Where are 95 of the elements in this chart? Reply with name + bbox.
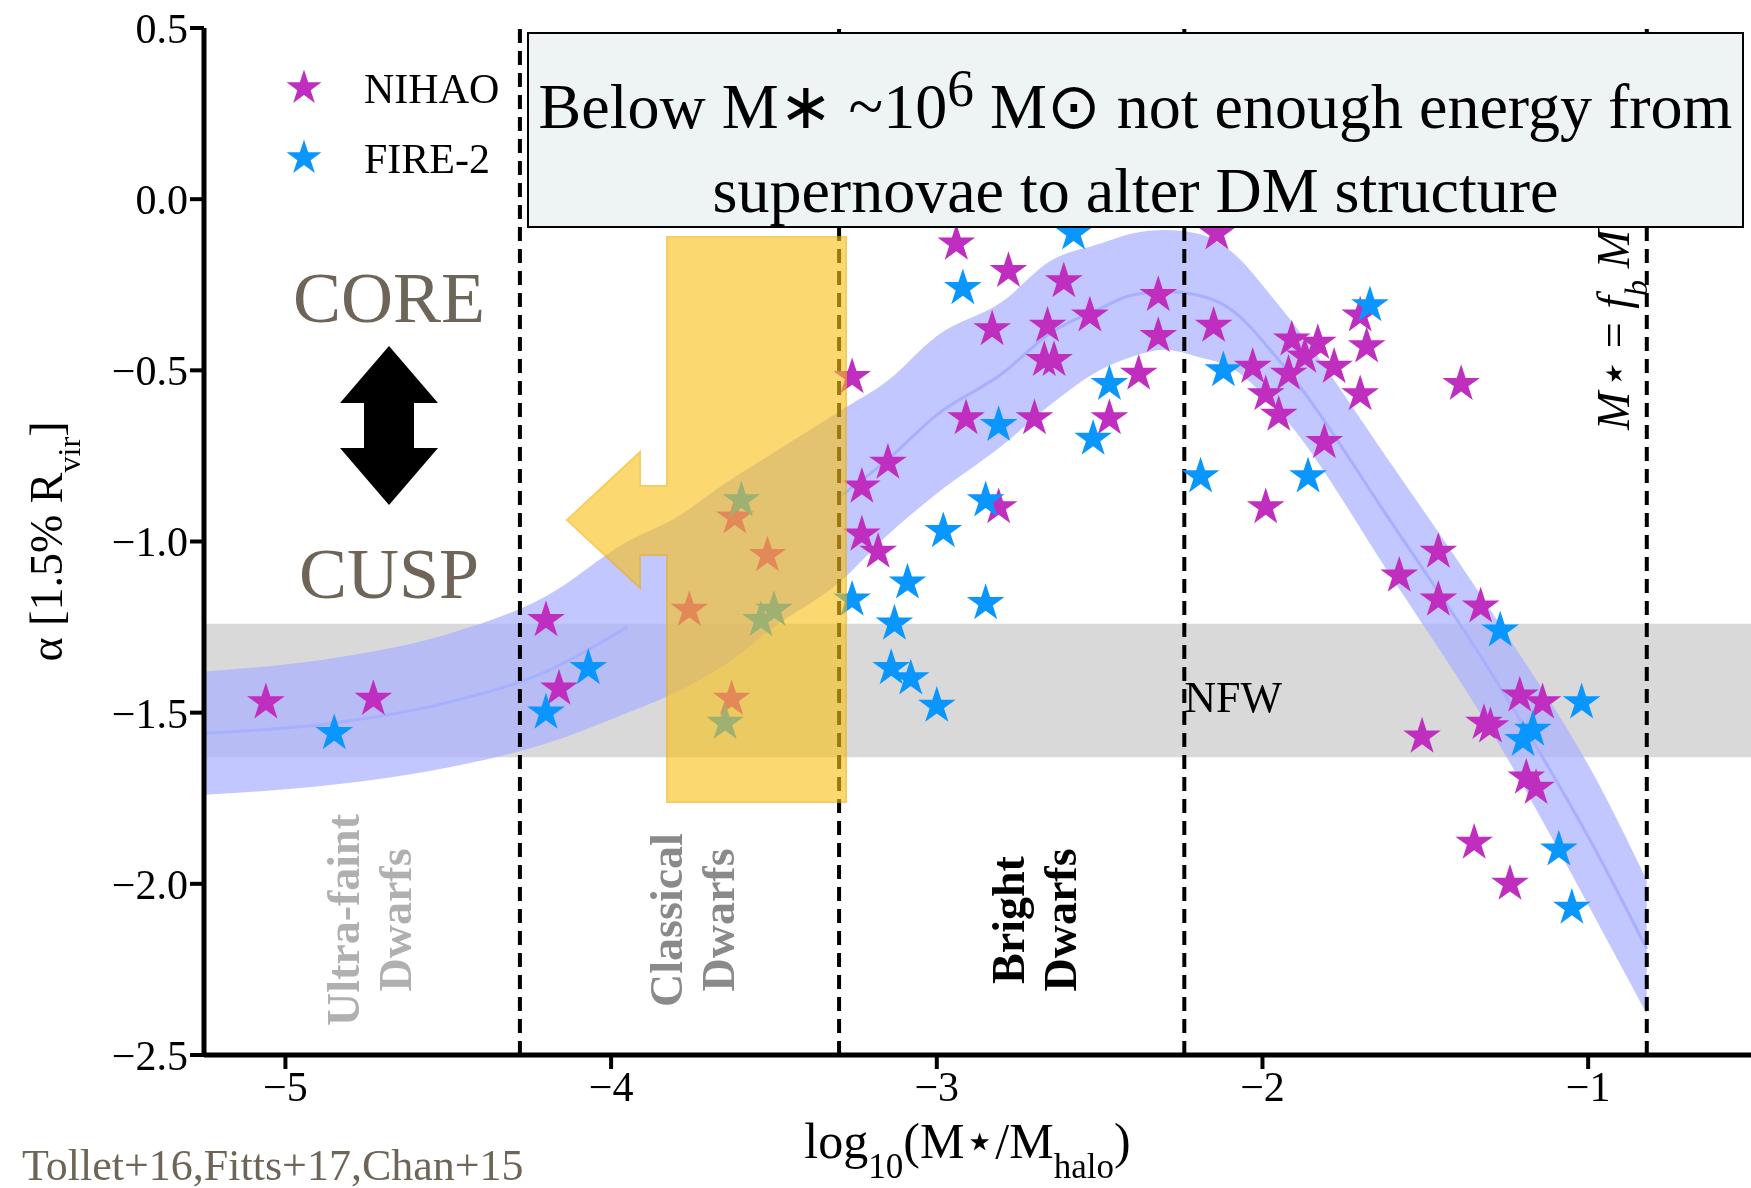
point <box>859 531 897 568</box>
x-tick-label: −1 <box>1565 1063 1611 1110</box>
point <box>247 682 285 719</box>
point <box>1562 682 1601 719</box>
point <box>1481 610 1520 647</box>
point <box>1028 306 1067 342</box>
point <box>540 668 578 705</box>
annotation: Bright Dwarfs <box>983 848 1086 992</box>
point <box>1517 768 1555 804</box>
point <box>1491 864 1529 900</box>
y-tick-label: −0.5 <box>111 348 188 395</box>
point <box>1259 395 1298 431</box>
point <box>979 405 1018 442</box>
y-tick-label: −1.5 <box>111 690 188 737</box>
point <box>755 590 793 626</box>
point <box>1090 398 1129 435</box>
point <box>670 590 709 626</box>
point <box>1181 456 1220 493</box>
point <box>1553 888 1591 924</box>
point <box>1513 709 1552 746</box>
point <box>888 562 927 599</box>
point <box>569 648 608 685</box>
point <box>1044 261 1083 298</box>
point <box>315 713 354 750</box>
y-tick-label: −2.5 <box>111 1032 188 1079</box>
x-axis-title: log$_{10}$(M⋆/M$_{halo}$) <box>804 1113 1131 1186</box>
point <box>973 309 1011 346</box>
point <box>1315 347 1353 383</box>
band-label: NFW <box>1184 673 1283 723</box>
point <box>1419 579 1458 616</box>
point <box>1289 456 1327 493</box>
point <box>924 511 963 548</box>
x-tick-label: −2 <box>1240 1063 1285 1110</box>
point <box>712 679 751 715</box>
point <box>843 514 881 551</box>
point <box>1233 347 1272 383</box>
point <box>966 583 1005 620</box>
point <box>706 703 744 739</box>
point <box>872 648 911 685</box>
point <box>843 466 881 503</box>
y-tick-label: −2.0 <box>111 861 188 908</box>
point <box>917 686 956 722</box>
x-tick-label: −5 <box>263 1063 308 1110</box>
point <box>1442 364 1480 401</box>
point <box>833 579 871 616</box>
point <box>1380 555 1419 592</box>
point <box>1341 374 1380 411</box>
point <box>527 692 565 729</box>
point <box>989 251 1028 288</box>
point <box>1299 323 1337 359</box>
y-tick-label: −1.0 <box>111 519 188 566</box>
point <box>1119 353 1158 390</box>
annotation: Below M∗ ~10$^{6}$ M⊙ not enough energy from supernovae to alter DM structure <box>527 32 1744 228</box>
point <box>1419 531 1458 568</box>
annotation: CUSP <box>298 534 480 614</box>
point <box>1074 419 1112 455</box>
point <box>354 679 393 715</box>
point <box>1139 316 1178 353</box>
point <box>947 398 985 435</box>
y-tick-label: 0.0 <box>135 177 188 224</box>
point <box>944 268 982 305</box>
point <box>1269 353 1308 390</box>
point <box>833 357 871 394</box>
point <box>966 480 1005 517</box>
annotation: Ultra-faint Dwarfs <box>318 813 421 1027</box>
legend-label: FIRE-2 <box>364 136 490 182</box>
point <box>1272 319 1311 356</box>
x-tick-label: −4 <box>588 1063 634 1110</box>
point <box>1194 306 1233 342</box>
point <box>1246 487 1285 524</box>
annotation: CORE <box>292 258 486 338</box>
point <box>1071 295 1109 332</box>
annotation: Classical Dwarfs <box>641 833 744 1007</box>
point <box>869 442 907 479</box>
point <box>1246 374 1285 411</box>
point <box>748 535 787 572</box>
point <box>1305 422 1344 459</box>
text: Tollet+16,Fitts+17,Chan+15 <box>22 1141 524 1188</box>
y-tick-label: 0.5 <box>135 5 188 52</box>
point <box>1500 675 1539 712</box>
point <box>722 480 761 517</box>
legend-label: NIHAO <box>364 66 500 112</box>
point <box>1090 364 1129 401</box>
point <box>1461 586 1500 623</box>
x-tick-label: −3 <box>914 1063 960 1110</box>
point <box>1204 350 1243 387</box>
point <box>1015 398 1054 435</box>
point <box>1139 275 1178 312</box>
point <box>1403 716 1441 753</box>
point <box>1351 285 1389 322</box>
point <box>1347 326 1386 363</box>
point <box>527 600 565 637</box>
point <box>1455 822 1493 859</box>
point <box>875 603 914 640</box>
point <box>1540 829 1578 866</box>
